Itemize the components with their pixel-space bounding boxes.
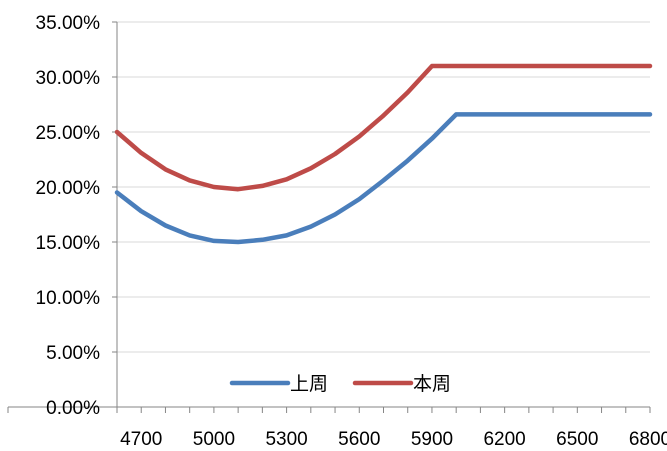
series-lines [114,63,653,245]
x-tick-label: 6200 [483,429,525,450]
y-tick-label: 10.00% [36,288,101,309]
y-tick-label: 15.00% [36,233,101,254]
x-tick-labels: 4700 5000 5300 5600 5900 6200 6500 6800 [120,429,667,450]
legend-label-2: 本周 [413,373,451,395]
series-line-2 [114,63,653,192]
x-tick-label: 5600 [338,429,380,450]
legend-label-1: 上周 [290,373,328,395]
axes [7,21,651,413]
grid-lines [117,21,650,353]
y-tick-labels: 0.00% 5.00% 10.00% 15.00% 20.00% 25.00% 30.00%… [36,13,101,419]
y-tick-label: 5.00% [46,343,100,364]
y-tick-label: 0.00% [46,398,100,419]
y-tick-label: 20.00% [36,178,101,199]
x-tick-label: 5900 [411,429,453,450]
x-tick-label: 5000 [193,429,235,450]
y-tick-label: 35.00% [36,13,101,34]
x-tick-label: 5300 [265,429,307,450]
y-tick-label: 25.00% [36,123,101,144]
x-tick-label: 4700 [120,429,162,450]
x-tick-label: 6800 [629,429,667,450]
series-line-1 [114,112,653,245]
legend: 上周 本周 [229,373,451,395]
y-tick-label: 30.00% [36,68,101,89]
x-tick-label: 6500 [556,429,598,450]
